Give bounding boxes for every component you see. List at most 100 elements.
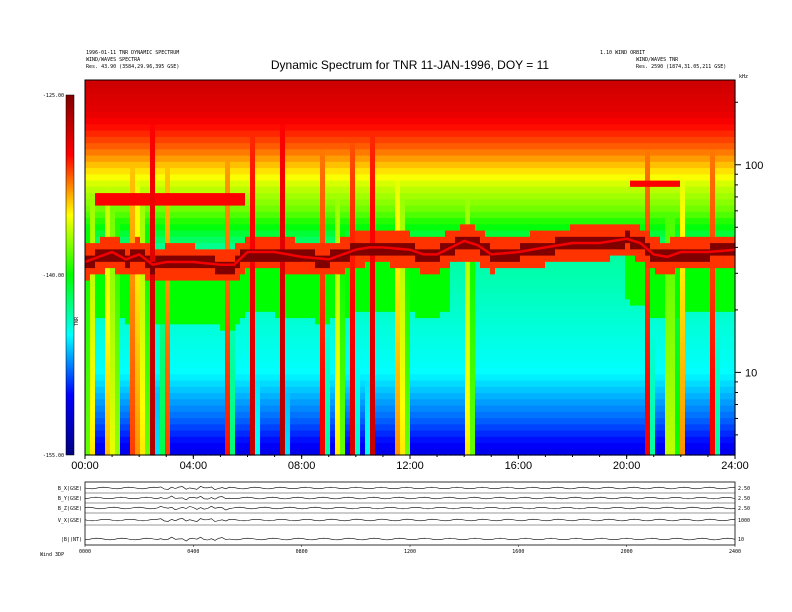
spectrogram-cell: [225, 211, 231, 219]
spectrogram-cell: [390, 267, 396, 275]
spectrogram-cell: [375, 167, 381, 175]
spectrogram-cell: [350, 186, 356, 194]
spectrogram-cell: [115, 361, 121, 369]
spectrogram-cell: [255, 348, 261, 356]
spectrogram-cell: [390, 248, 396, 256]
spectrogram-cell: [275, 255, 281, 262]
spectrogram-cell: [390, 298, 396, 306]
spectrogram-cell: [110, 373, 116, 381]
spectrogram-cell: [410, 373, 416, 381]
spectrogram-cell: [200, 198, 206, 206]
spectrogram-cell: [360, 355, 366, 362]
spectrogram-cell: [95, 411, 101, 419]
spectrogram-cell: [405, 248, 411, 256]
spectrogram-cell: [250, 223, 256, 231]
spectrogram-cell: [290, 117, 296, 125]
spectrogram-cell: [390, 398, 396, 406]
spectrogram-cell: [460, 123, 466, 131]
spectrogram-cell: [270, 292, 276, 300]
spectrogram-cell: [250, 155, 256, 162]
spectrogram-cell: [240, 442, 246, 450]
spectrogram-cell: [270, 417, 276, 425]
spectrogram-cell: [110, 405, 116, 412]
spectrogram-cell: [365, 405, 371, 412]
spectrogram-cell: [460, 92, 466, 100]
spectrogram-cell: [140, 186, 146, 194]
spectrogram-cell: [125, 336, 131, 344]
spectrogram-cell: [95, 392, 101, 400]
spectrogram-cell: [460, 117, 466, 125]
spectrogram-cell: [365, 367, 371, 375]
spectrogram-cell: [280, 330, 286, 337]
spectrogram-cell: [315, 205, 321, 212]
spectrogram-cell: [205, 280, 211, 287]
spectrogram-cell: [175, 380, 181, 387]
spectrogram-cell: [330, 311, 336, 319]
spectrogram-cell: [205, 436, 211, 444]
spectrogram-cell: [260, 105, 266, 112]
spectrogram-cell: [305, 223, 311, 231]
spectrogram-cell: [350, 161, 356, 169]
spectrogram-cell: [200, 411, 206, 419]
spectrogram-cell: [265, 255, 271, 262]
spectrogram-cell: [310, 373, 316, 381]
spectrogram-cell: [335, 117, 341, 125]
spectrogram-cell: [140, 405, 146, 412]
spectrogram-cell: [155, 223, 161, 231]
spectrogram-cell: [185, 230, 191, 237]
spectrogram-cell: [90, 161, 96, 169]
spectrogram-cell: [310, 123, 316, 131]
spectrogram-cell: [475, 336, 481, 344]
spectrogram-cell: [460, 142, 466, 150]
spectrogram-cell: [275, 405, 281, 412]
spectrogram-cell: [275, 305, 281, 312]
spectrogram-cell: [155, 130, 161, 137]
spectrogram-cell: [230, 298, 236, 306]
spectrogram-cell: [495, 398, 501, 406]
spectrogram-cell: [310, 217, 316, 225]
spectrogram-cell: [350, 305, 356, 312]
spectrogram-cell: [135, 142, 141, 150]
spectrogram-cell: [360, 311, 366, 319]
spectrogram-cell: [205, 223, 211, 231]
spectrogram-cell: [90, 411, 96, 419]
spectrogram-cell: [410, 430, 416, 437]
spectrogram-cell: [250, 292, 256, 300]
spectrogram-cell: [225, 236, 231, 244]
spectrogram-cell: [250, 298, 256, 306]
spectrogram-cell: [95, 380, 101, 387]
spectrogram-cell: [400, 261, 406, 269]
spectrogram-cell: [355, 286, 361, 294]
spectrogram-cell: [415, 336, 421, 344]
spectrogram-cell: [205, 361, 211, 369]
spectrogram-cell: [125, 173, 131, 181]
spectrogram-cell: [90, 298, 96, 306]
spectrogram-cell: [465, 186, 471, 194]
spectrogram-cell: [395, 298, 401, 306]
spectrogram-cell: [270, 442, 276, 450]
spectrogram-cell: [305, 336, 311, 344]
spectrogram-cell: [340, 361, 346, 369]
spectrogram-cell: [120, 236, 126, 244]
spectrogram-cell: [305, 198, 311, 206]
spectrogram-cell: [100, 411, 106, 419]
spectrogram-cell: [235, 298, 241, 306]
spectrogram-cell: [270, 367, 276, 375]
spectrogram-cell: [405, 136, 411, 144]
spectrogram-cell: [415, 392, 421, 400]
spectrogram-cell: [105, 173, 111, 181]
spectrogram-cell: [410, 105, 416, 112]
spectrogram-cell: [380, 280, 386, 287]
spectrogram-cell: [355, 223, 361, 231]
spectrogram-cell: [210, 217, 216, 225]
spectrogram-cell: [255, 355, 261, 362]
spectrogram-cell: [480, 392, 486, 400]
spectrogram-cell: [105, 367, 111, 375]
spectrogram-cell: [420, 236, 426, 244]
spectrogram-cell: [355, 242, 361, 250]
spectrogram-cell: [225, 180, 231, 187]
spectrogram-cell: [385, 155, 391, 162]
spectrogram-cell: [220, 380, 226, 387]
spectrogram-cell: [340, 330, 346, 337]
spectrogram-cell: [215, 286, 221, 294]
